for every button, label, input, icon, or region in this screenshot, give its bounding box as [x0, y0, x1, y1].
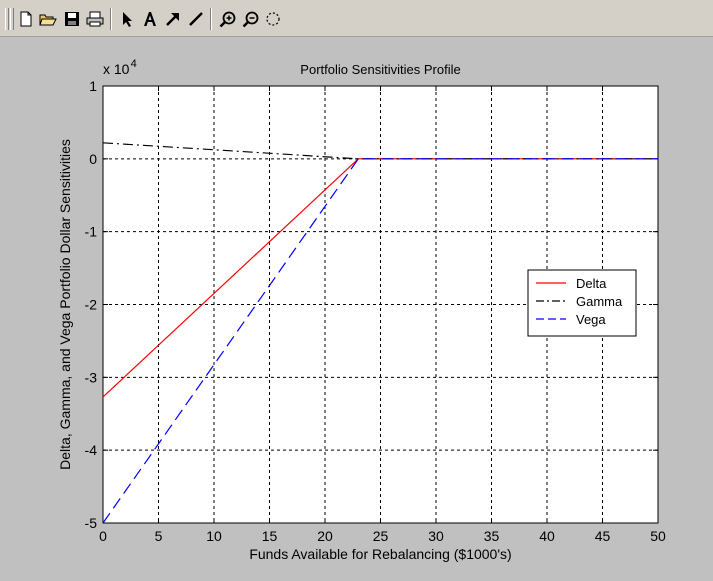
series-line-gamma — [102, 142, 658, 160]
x-tick-label: 0 — [99, 528, 107, 544]
zoom-out-icon — [242, 11, 259, 28]
y-tick-label: -3 — [85, 369, 98, 385]
y-tick-label: -5 — [85, 515, 98, 531]
y-tick-label: -4 — [85, 442, 98, 458]
insert-arrow-icon — [166, 13, 179, 26]
print-icon — [86, 11, 104, 27]
new-file-icon — [20, 11, 32, 27]
legend-box — [527, 269, 637, 337]
x-tick-label: 20 — [317, 528, 333, 544]
zoom-in-icon — [219, 11, 236, 28]
legend-label-gamma: Gamma — [576, 294, 623, 309]
x-tick-label: 15 — [262, 528, 278, 544]
figure-canvas: 0 5 10 15 20 25 30 35 40 45 50 1 0 -1 -2 -3 -4 -5 Portfoli… — [0, 37, 713, 581]
insert-text-icon — [144, 12, 156, 26]
open-file-button[interactable] — [38, 9, 58, 29]
x-tick-label: 10 — [206, 528, 222, 544]
x-tick-label: 5 — [155, 528, 163, 544]
y-exponent-label: x 10 — [103, 61, 130, 77]
figure-toolbar — [0, 0, 713, 37]
select-tool-button[interactable] — [118, 9, 138, 29]
y-tick-label: 0 — [89, 151, 97, 167]
x-tick-label: 45 — [595, 528, 611, 544]
insert-text-button[interactable] — [140, 9, 160, 29]
x-tick-label: 30 — [428, 528, 444, 544]
open-folder-icon — [39, 14, 57, 26]
insert-line-button[interactable] — [186, 9, 206, 29]
rotate-button[interactable] — [263, 9, 283, 29]
y-tick-label: -2 — [85, 297, 98, 313]
series-line-vega — [102, 158, 658, 524]
x-axis-label: Funds Available for Rebalancing ($1000's… — [249, 546, 511, 562]
save-icon — [65, 12, 79, 26]
print-button[interactable] — [85, 9, 105, 29]
chart-title: Portfolio Sensitivities Profile — [300, 62, 460, 77]
y-exponent-power: 4 — [131, 58, 137, 70]
toolbar-grip[interactable] — [5, 8, 9, 30]
legend-label-vega: Vega — [576, 312, 606, 327]
x-tick-label: 50 — [650, 528, 666, 544]
zoom-out-button[interactable] — [241, 9, 261, 29]
legend-label-delta: Delta — [576, 276, 607, 291]
x-tick-label: 40 — [539, 528, 555, 544]
insert-arrow-button[interactable] — [163, 9, 183, 29]
x-tick-label: 25 — [373, 528, 389, 544]
select-arrow-icon — [123, 12, 132, 27]
save-button[interactable] — [62, 9, 82, 29]
y-tick-label: -1 — [85, 224, 98, 240]
x-tick-label: 35 — [484, 528, 500, 544]
axes-box — [102, 85, 659, 524]
new-file-button[interactable] — [16, 9, 36, 29]
rotate-icon — [266, 12, 280, 26]
insert-line-icon — [189, 12, 203, 26]
chart: 0 5 10 15 20 25 30 35 40 45 5010-1-2-3-4-5Portfoli… — [57, 58, 666, 562]
toolbar-grip[interactable] — [10, 8, 14, 30]
y-tick-label: 1 — [89, 78, 97, 94]
zoom-in-button[interactable] — [218, 9, 238, 29]
y-axis-label: Delta, Gamma, and Vega Portfolio Dollar … — [57, 139, 73, 470]
